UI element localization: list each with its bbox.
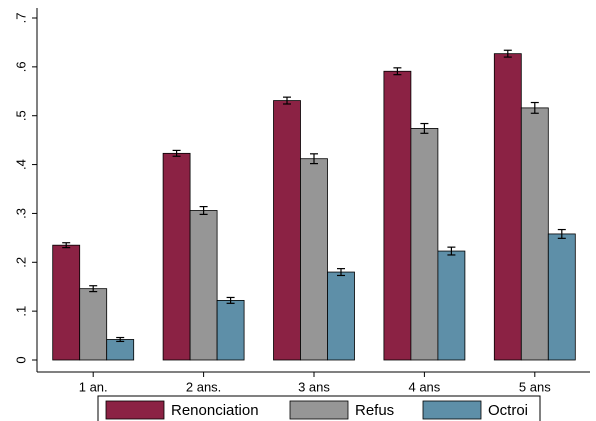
- legend-swatch-refus: [289, 400, 349, 420]
- bar-octroi-3: [327, 271, 355, 361]
- bar-refus-2: [189, 210, 218, 361]
- bar-refus-4: [410, 128, 439, 361]
- x-tick-label: 5 ans: [519, 379, 551, 394]
- y-tick-label: .1: [13, 306, 28, 317]
- y-tick-label: .4: [13, 159, 28, 170]
- y-tick-label: .7: [13, 13, 28, 24]
- y-tick-label: .2: [13, 257, 28, 268]
- y-tick-label: .6: [13, 61, 28, 72]
- legend-label-octroi: Octroi: [488, 402, 528, 419]
- bar-renonciation-1: [52, 244, 81, 361]
- x-tick-label: 4 ans: [408, 379, 440, 394]
- y-tick-label: .3: [13, 208, 28, 219]
- bar-refus-1: [79, 288, 108, 361]
- bar-octroi-5: [547, 233, 576, 361]
- bar-renonciation-4: [383, 70, 412, 361]
- bar-renonciation-2: [162, 152, 191, 361]
- bar-octroi-1: [106, 339, 135, 361]
- legend-swatch-octroi: [422, 400, 482, 420]
- x-tick-label: 2 ans.: [186, 379, 221, 394]
- bar-refus-3: [300, 158, 328, 361]
- legend-swatch-renonciation: [105, 400, 165, 420]
- bar-renonciation-3: [273, 100, 301, 361]
- y-tick-label: .5: [13, 110, 28, 121]
- bar-renonciation-5: [493, 53, 522, 361]
- bar-octroi-2: [216, 299, 245, 361]
- x-tick-label: 1 an.: [79, 379, 108, 394]
- legend-label-renonciation: Renonciation: [171, 402, 259, 419]
- y-tick-label: 0: [13, 356, 28, 363]
- bar-octroi-4: [437, 250, 466, 361]
- bar-refus-5: [520, 107, 549, 361]
- legend-label-refus: Refus: [355, 402, 394, 419]
- x-tick-label: 3 ans: [298, 379, 330, 394]
